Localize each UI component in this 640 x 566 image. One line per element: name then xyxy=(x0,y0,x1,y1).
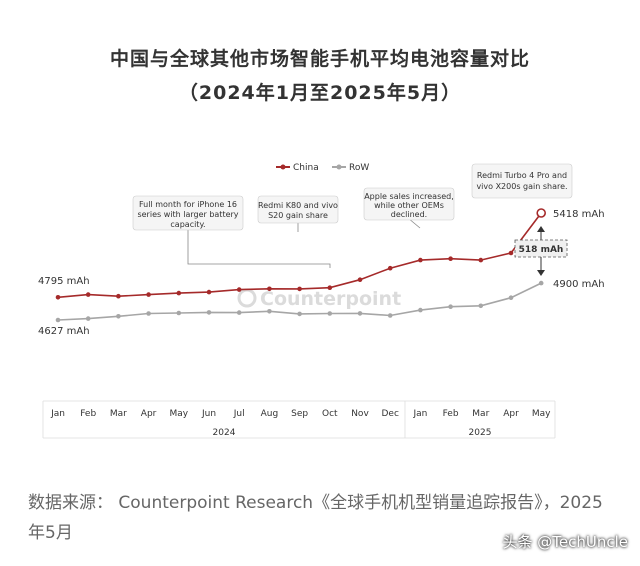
x-tick-label-5: Jun xyxy=(201,409,216,419)
data-point-china-10 xyxy=(357,277,363,282)
counterpoint-watermark-text: Counterpoint xyxy=(260,288,401,310)
x-tick-label-13: Feb xyxy=(443,409,459,419)
row-end-label: 4900 mAh xyxy=(553,279,605,290)
x-tick-label-9: Oct xyxy=(322,409,338,419)
data-point-china-2 xyxy=(116,293,121,299)
data-point-china-12 xyxy=(418,257,423,263)
data-point-row-13 xyxy=(448,304,453,309)
data-point-row-5 xyxy=(206,310,212,315)
data-point-row-9 xyxy=(327,311,333,316)
data-point-row-15 xyxy=(508,295,514,300)
x-tick-label-12: Jan xyxy=(412,409,427,419)
x-tick-label-16: May xyxy=(532,409,551,419)
x-tick-label-6: Jul xyxy=(233,409,245,419)
series-line-china xyxy=(57,212,542,299)
data-point-china-5 xyxy=(206,289,212,295)
callout-turbo-line1: Redmi Turbo 4 Pro and xyxy=(477,171,567,180)
data-point-row-3 xyxy=(146,311,151,316)
data-point-china-11 xyxy=(387,265,393,271)
data-point-row-7 xyxy=(267,309,272,314)
x-tick-label-11: Dec xyxy=(381,409,398,419)
data-point-china-13 xyxy=(448,256,453,261)
x-tick-label-0: Jan xyxy=(50,409,65,419)
callout-iphone16-line1: Full month for iPhone 16 xyxy=(139,200,237,209)
legend-row-marker xyxy=(336,164,342,170)
callout-iphone16-line2: series with larger battery xyxy=(137,210,238,219)
data-point-row-11 xyxy=(387,313,393,318)
data-point-row-1 xyxy=(85,316,91,321)
chart-subtitle: （2024年1月至2025年5月） xyxy=(178,82,462,104)
x-tick-label-15: Apr xyxy=(503,409,519,419)
x-tick-label-1: Feb xyxy=(80,409,96,419)
data-point-row-4 xyxy=(176,310,182,316)
data-point-row-8 xyxy=(297,311,302,317)
data-point-china-3 xyxy=(146,292,151,297)
counterpoint-logo-icon xyxy=(237,288,257,308)
legend-china-label: China xyxy=(293,163,319,173)
battery-capacity-chart: China RoW Counterpoint Full month for iP… xyxy=(38,163,605,439)
x-tick-label-4: May xyxy=(169,409,188,419)
gap-label: 518 mAh xyxy=(519,245,564,255)
data-point-china-7 xyxy=(267,286,272,292)
callout-redmi-turbo: Redmi Turbo 4 Pro and vivo X200s gain sh… xyxy=(471,163,573,199)
data-point-row-10 xyxy=(357,311,363,316)
callout-apple: Apple sales increased, while other OEMs … xyxy=(363,187,455,221)
callout-redmi-line2: S20 gain share xyxy=(268,211,328,220)
x-tick-label-10: Nov xyxy=(351,409,369,419)
callout-turbo-line2: vivo X200s gain share. xyxy=(476,182,567,191)
x-tick-label-7: Aug xyxy=(261,409,279,419)
series-points-china xyxy=(55,208,547,300)
data-point-row-6 xyxy=(236,310,242,315)
gap-arrow-up-icon xyxy=(537,226,545,232)
year-label-2025: 2025 xyxy=(469,428,492,438)
x-tick-label-8: Sep xyxy=(291,409,308,419)
callout-apple-line1: Apple sales increased, xyxy=(364,192,454,201)
china-end-label: 5418 mAh xyxy=(553,209,605,220)
data-point-china-6 xyxy=(236,287,242,292)
data-source-note: 数据来源： Counterpoint Research《全球手机机型销量追踪报告… xyxy=(28,493,603,543)
legend-row-label: RoW xyxy=(349,163,369,173)
data-point-row-2 xyxy=(116,314,121,319)
callout-apple-line3: declined. xyxy=(391,210,427,219)
legend-china-marker xyxy=(280,164,286,170)
chart-title: 中国与全球其他市场智能手机平均电池容量对比 xyxy=(109,48,530,70)
callout-redmi-k80: Redmi K80 and vivo S20 gain share xyxy=(257,195,339,224)
data-point-china-0 xyxy=(55,295,61,300)
x-tick-label-3: Apr xyxy=(141,409,157,419)
counterpoint-watermark: Counterpoint xyxy=(237,288,401,310)
x-tick-label-2: Mar xyxy=(110,409,127,419)
callout-redmi-line1: Redmi K80 and vivo xyxy=(258,201,338,210)
data-point-row-16 xyxy=(538,280,544,286)
gap-arrow-down-icon xyxy=(537,270,545,276)
data-point-row-0 xyxy=(55,317,61,323)
callout-iphone16-line3: capacity. xyxy=(170,220,205,229)
year-label-2024: 2024 xyxy=(213,428,236,438)
author-credit: 头条 @TechUncle xyxy=(502,533,629,551)
series-points-row xyxy=(55,280,544,323)
gap-indicator: 518 mAh xyxy=(514,226,568,276)
data-point-china-16 xyxy=(536,208,547,218)
callout-iphone16: Full month for iPhone 16 series with lar… xyxy=(132,195,244,231)
data-point-china-9 xyxy=(327,285,333,290)
x-axis: Jan Feb Mar Apr May Jun Jul Aug Sep Oct Nov Dec Jan F… xyxy=(42,400,556,439)
china-start-label: 4795 mAh xyxy=(38,276,90,287)
callout-apple-line2: while other OEMs xyxy=(374,201,444,210)
data-point-china-1 xyxy=(85,292,91,297)
data-point-china-15 xyxy=(508,250,514,256)
data-point-china-14 xyxy=(478,257,484,263)
data-point-china-8 xyxy=(297,286,302,292)
data-point-row-14 xyxy=(478,303,484,309)
row-start-label: 4627 mAh xyxy=(38,326,90,337)
data-point-row-12 xyxy=(418,307,423,313)
legend: China RoW xyxy=(276,163,369,173)
x-tick-label-14: Mar xyxy=(472,409,489,419)
data-point-china-4 xyxy=(176,290,182,296)
